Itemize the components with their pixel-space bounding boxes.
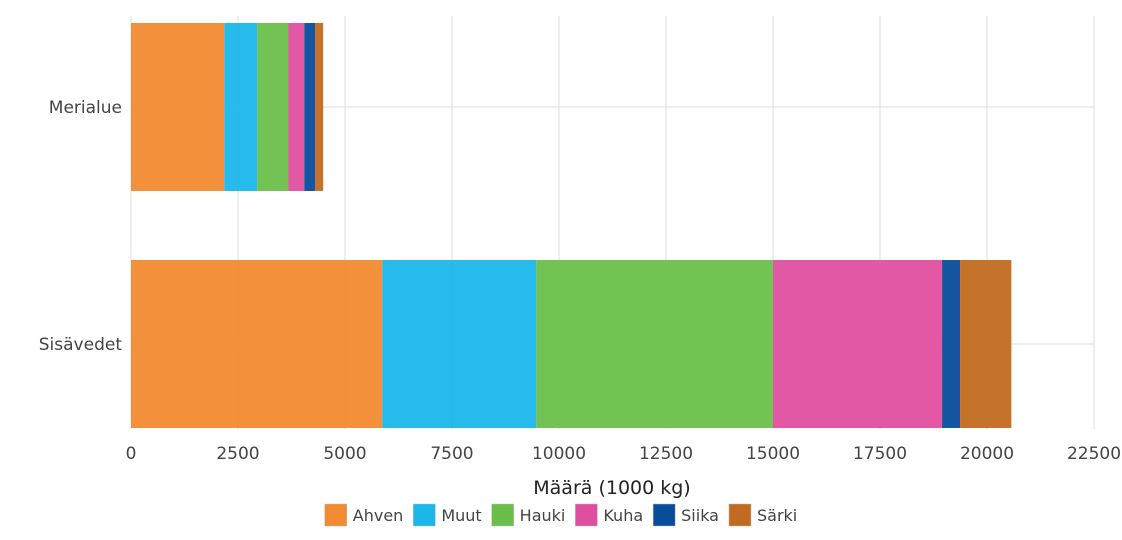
bar-segment-kuha-0[interactable] bbox=[288, 23, 305, 191]
bar-segment-ahven-0[interactable] bbox=[131, 23, 225, 191]
x-tick-label: 20000 bbox=[960, 444, 1014, 464]
legend-swatch-särki[interactable] bbox=[728, 503, 752, 527]
axis-layer: 0 2500 5000 7500 10000 12500 15000 17500 20000 22… bbox=[39, 98, 1121, 464]
legend-swatch-muut[interactable] bbox=[413, 503, 436, 527]
bars-layer bbox=[131, 23, 1012, 428]
legend-label-muut: Muut bbox=[441, 506, 481, 525]
legend-swatch-siika[interactable] bbox=[652, 503, 676, 527]
x-tick-label: 10000 bbox=[532, 444, 586, 464]
legend-swatch-hauki[interactable] bbox=[491, 503, 514, 527]
x-tick-label: 17500 bbox=[853, 444, 907, 464]
x-tick-label: 15000 bbox=[746, 444, 800, 464]
bar-segment-muut-1[interactable] bbox=[382, 260, 537, 428]
x-tick-label: 12500 bbox=[639, 444, 693, 464]
bar-segment-särki-0[interactable] bbox=[315, 23, 324, 191]
bar-segment-kuha-1[interactable] bbox=[773, 260, 943, 428]
legend-swatch-ahven[interactable] bbox=[324, 503, 348, 527]
legend: Ahven Muut Hauki Kuha Siika Särki bbox=[324, 503, 797, 527]
category-label: Sisävedet bbox=[39, 335, 123, 355]
legend-label-kuha: Kuha bbox=[603, 506, 643, 525]
x-axis-title: Määrä (1000 kg) bbox=[533, 477, 690, 499]
x-tick-label: 5000 bbox=[323, 444, 366, 464]
bar-segment-siika-0[interactable] bbox=[304, 23, 316, 191]
category-label: Merialue bbox=[49, 98, 122, 118]
bar-segment-muut-0[interactable] bbox=[224, 23, 258, 191]
bar-segment-ahven-1[interactable] bbox=[131, 260, 383, 428]
x-tick-label: 7500 bbox=[430, 444, 473, 464]
x-tick-label: 22500 bbox=[1067, 444, 1121, 464]
bar-segment-siika-1[interactable] bbox=[942, 260, 961, 428]
x-tick-label: 2500 bbox=[216, 444, 259, 464]
bar-segment-särki-1[interactable] bbox=[960, 260, 1012, 428]
bar-segment-hauki-0[interactable] bbox=[257, 23, 289, 191]
bar-segment-hauki-1[interactable] bbox=[536, 260, 773, 428]
legend-swatch-kuha[interactable] bbox=[575, 503, 598, 527]
legend-label-siika: Siika bbox=[681, 506, 719, 525]
legend-label-ahven: Ahven bbox=[353, 506, 404, 525]
legend-label-särki: Särki bbox=[757, 506, 797, 525]
x-tick-label: 0 bbox=[126, 444, 137, 464]
legend-label-hauki: Hauki bbox=[520, 506, 566, 525]
